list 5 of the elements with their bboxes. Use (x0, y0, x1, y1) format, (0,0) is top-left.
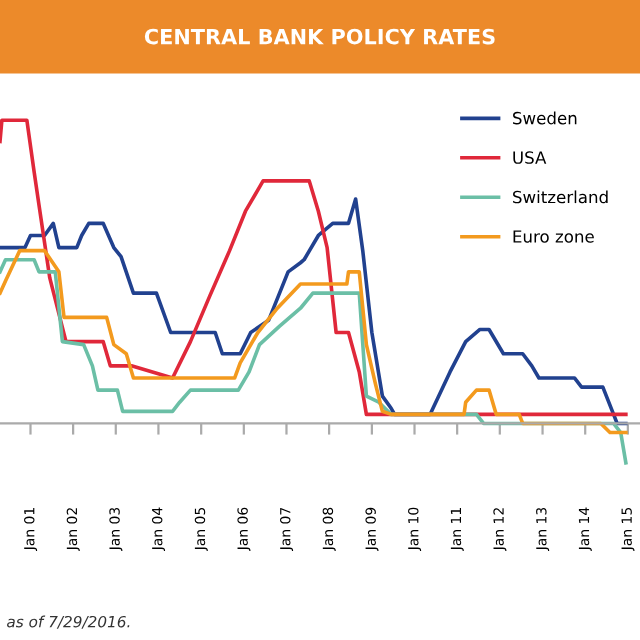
legend-label: Euro zone (513, 230, 594, 243)
legend-label: Switzerland (513, 190, 608, 204)
legend-label: USA (513, 151, 547, 164)
chart-title: CENTRAL BANK POLICY RATES (144, 28, 495, 45)
legend-label: Sweden (513, 111, 577, 125)
